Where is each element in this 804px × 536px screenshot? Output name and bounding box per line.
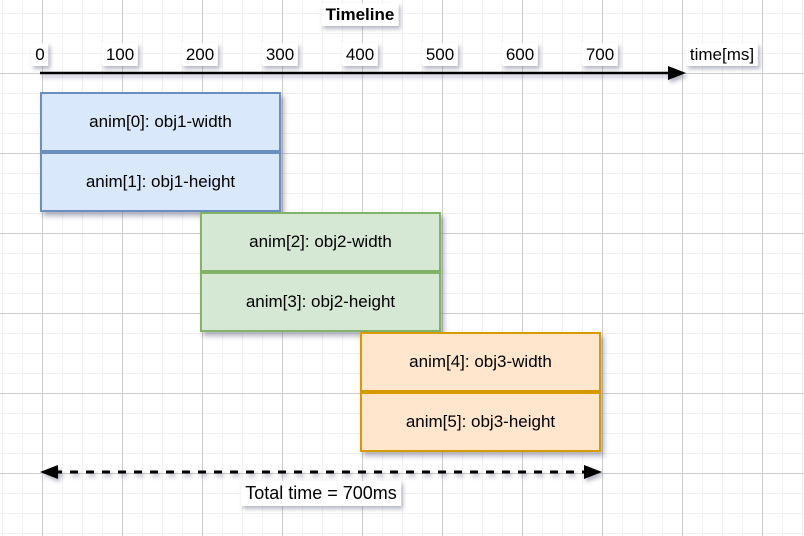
total-time-arrow (40, 465, 602, 479)
anim-block-2: anim[2]: obj2-width (200, 212, 441, 272)
anim-block-0: anim[0]: obj1-width (40, 92, 281, 152)
total-time-right-arrowhead-icon (584, 465, 602, 479)
anim-block-3-label: anim[3]: obj2-height (245, 292, 396, 311)
anim-block-5: anim[5]: obj3-height (360, 392, 601, 452)
tick-label-200: 200 (181, 43, 219, 66)
anim-block-4-label: anim[4]: obj3-width (409, 352, 552, 371)
tick-label-300: 300 (261, 43, 299, 66)
total-time-left-arrowhead-icon (40, 465, 58, 479)
tick-label-100: 100 (101, 43, 139, 66)
anim-block-0-label: anim[0]: obj1-width (89, 112, 232, 131)
tick-label-500: 500 (421, 43, 459, 66)
tick-label-600: 600 (501, 43, 539, 66)
tick-label-400: 400 (341, 43, 379, 66)
anim-block-5-label: anim[5]: obj3-height (405, 412, 556, 431)
tick-label-700: 700 (581, 43, 619, 66)
time-axis-arrow (40, 66, 686, 80)
anim-block-1-label: anim[1]: obj1-height (85, 172, 236, 191)
anim-block-3: anim[3]: obj2-height (200, 272, 441, 332)
anim-block-2-label: anim[2]: obj2-width (249, 232, 392, 251)
anim-block-1: anim[1]: obj1-height (40, 152, 281, 212)
tick-label-0: 0 (31, 43, 49, 66)
time-axis-arrowhead-icon (668, 66, 686, 80)
diagram-title: Timeline (321, 3, 399, 26)
total-time-label: Total time = 700ms (241, 481, 401, 506)
anim-block-4: anim[4]: obj3-width (360, 332, 601, 392)
axis-unit-label: time[ms] (685, 43, 759, 66)
